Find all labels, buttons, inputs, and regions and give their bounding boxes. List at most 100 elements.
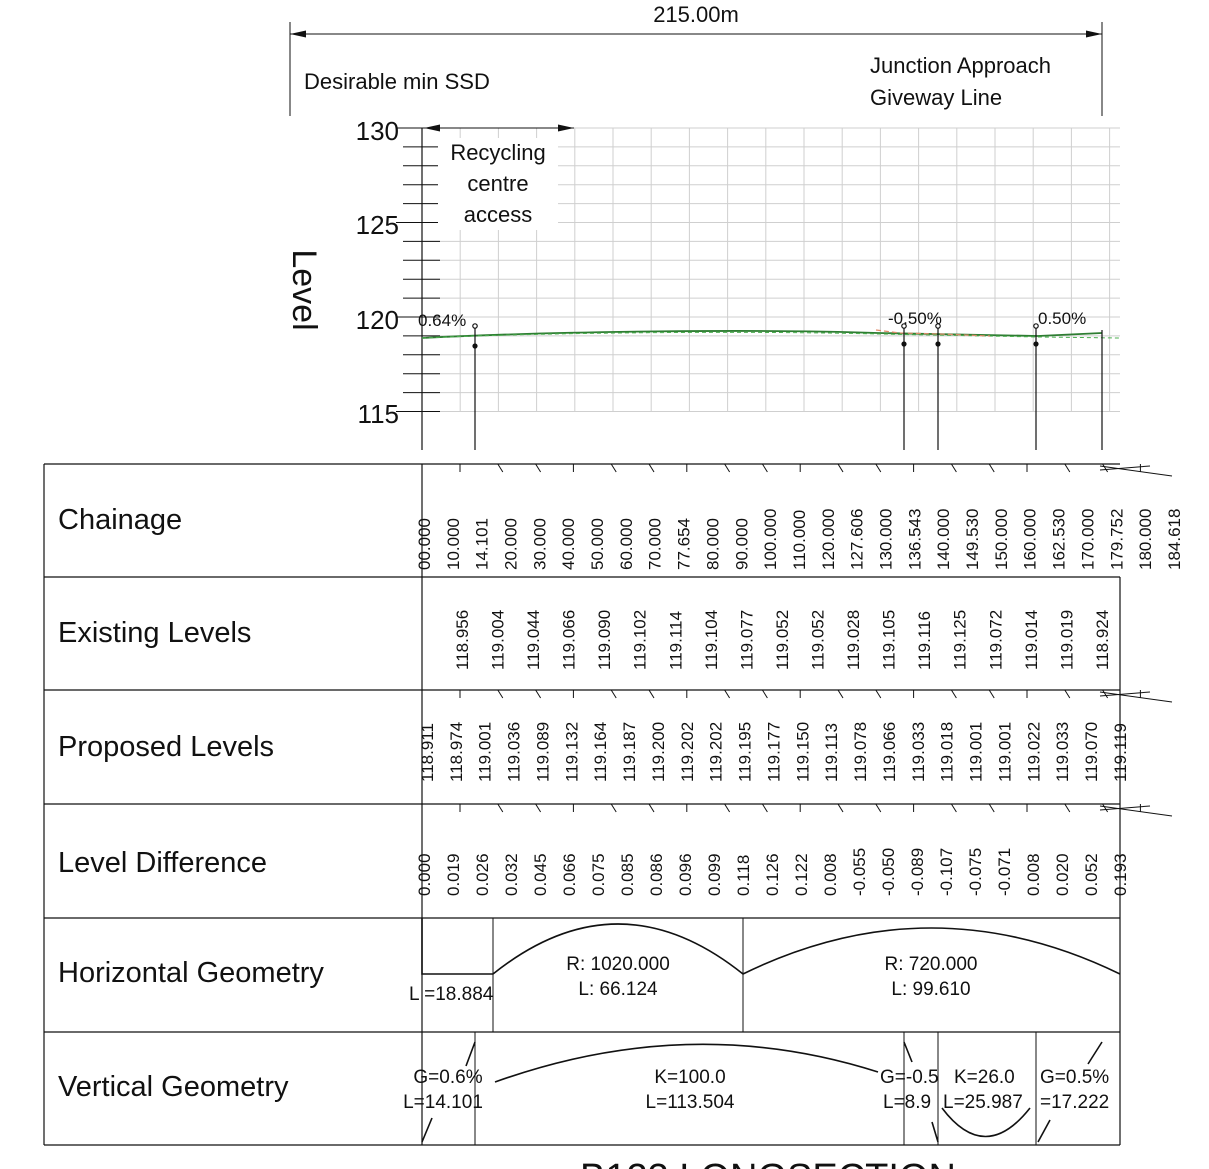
proposed-value-1: 118.974 (447, 722, 466, 782)
proposed-value-16: 119.066 (880, 722, 899, 782)
proposed-value-19: 119.001 (967, 722, 986, 782)
chainage-value-18: 140.000 (934, 509, 953, 570)
hg-straight-length: L =18.884 (409, 984, 494, 1005)
profile-lines (421, 329, 1121, 339)
chainage-value-6: 50.000 (588, 518, 607, 570)
proposed-value-21: 119.022 (1024, 722, 1043, 782)
proposed-value-14: 119.113 (822, 723, 841, 782)
tick-label-130: 130 (356, 116, 399, 146)
proposed-value-5: 119.132 (562, 722, 581, 782)
difference-value-0: 0.000 (415, 853, 434, 896)
existing-value-18: 118.924 (1093, 610, 1112, 670)
proposed-value-17: 119.033 (909, 722, 928, 782)
right-note-line2: Giveway Line (870, 85, 1002, 110)
existing-value-13: 119.116 (915, 611, 934, 670)
vg-grade-1: G=0.6% (413, 1067, 482, 1088)
hg-curve1-length: L: 66.124 (578, 979, 658, 1000)
difference-value-5: 0.066 (560, 853, 579, 896)
dimension-label: 215.00m (653, 2, 739, 27)
chainage-value-7: 60.000 (617, 518, 636, 570)
existing-value-3: 119.066 (560, 610, 579, 670)
difference-value-18: -0.107 (937, 848, 956, 896)
difference-value-23: 0.052 (1082, 853, 1101, 896)
proposed-value-10: 119.202 (707, 722, 726, 782)
difference-value-3: 0.032 (502, 853, 521, 896)
chainage-value-11: 90.000 (732, 518, 751, 570)
proposed-value-13: 119.150 (793, 722, 812, 782)
existing-value-8: 119.077 (737, 610, 756, 670)
chainage-value-24: 179.752 (1107, 509, 1126, 570)
row-label-difference: Level Difference (58, 847, 267, 879)
left-note: Desirable min SSD (304, 69, 490, 94)
chainage-value-15: 127.606 (848, 509, 867, 570)
access-label-line3: access (464, 202, 532, 227)
overall-dimension (289, 22, 1103, 116)
difference-value-7: 0.085 (618, 853, 637, 896)
difference-value-10: 0.099 (705, 853, 724, 896)
chainage-value-9: 77.654 (675, 518, 694, 570)
proposed-value-18: 119.018 (938, 722, 957, 782)
row-label-proposed: Proposed Levels (58, 731, 274, 763)
grade-label-2: -0.50% (888, 309, 942, 328)
hg-curve2-length: L: 99.610 (891, 979, 970, 1000)
ip-markers (472, 323, 1103, 450)
data-table-frame (43, 463, 1121, 1146)
difference-values: 0.000 0.019 0.026 0.032 0.045 0.066 0.075 0.085… (415, 848, 1130, 896)
band-tick-marks (459, 463, 1173, 817)
chainage-value-23: 170.000 (1078, 509, 1097, 570)
chainage-value-2: 14.101 (473, 518, 492, 570)
chainage-value-5: 40.000 (559, 518, 578, 570)
chainage-value-22: 162.530 (1050, 509, 1069, 570)
row-label-horizontal: Horizontal Geometry (58, 957, 324, 989)
difference-value-21: 0.008 (1024, 853, 1043, 896)
vg-length-1: L=14.101 (403, 1092, 483, 1113)
proposed-value-22: 119.033 (1053, 722, 1072, 782)
chainage-value-20: 150.000 (992, 509, 1011, 570)
existing-value-2: 119.044 (524, 610, 543, 670)
proposed-value-7: 119.187 (620, 722, 639, 782)
existing-value-5: 119.102 (631, 610, 650, 670)
difference-value-8: 0.086 (647, 853, 666, 896)
access-label-line1: Recycling (450, 140, 545, 165)
proposed-values: 118.911 118.974 119.001 119.036 119.089 119.1… (418, 722, 1130, 782)
proposed-value-0: 118.911 (418, 723, 437, 782)
vg-k-2: K=26.0 (954, 1067, 1015, 1088)
proposed-value-23: 119.070 (1082, 722, 1101, 782)
existing-value-10: 119.052 (809, 610, 828, 670)
row-label-vertical: Vertical Geometry (58, 1071, 289, 1103)
horizontal-geometry-diagram (421, 918, 1120, 1032)
vg-length-3: L=8.9 (883, 1092, 931, 1113)
proposed-value-12: 119.177 (764, 722, 783, 782)
proposed-value-11: 119.195 (736, 722, 755, 782)
level-axis-label: Level (285, 249, 323, 330)
chainage-value-12: 100.000 (761, 509, 780, 570)
existing-value-12: 119.105 (880, 610, 899, 670)
chainage-value-25: 180.000 (1136, 509, 1155, 570)
chainage-value-17: 136.543 (905, 509, 924, 570)
chainage-value-13: 110.000 (790, 510, 809, 570)
difference-value-6: 0.075 (589, 853, 608, 896)
existing-value-15: 119.072 (986, 610, 1005, 670)
grade-label-3: 0.50% (1038, 309, 1086, 328)
difference-value-17: -0.089 (908, 848, 927, 896)
difference-value-14: 0.008 (821, 853, 840, 896)
row-label-chainage: Chainage (58, 504, 182, 536)
difference-value-1: 0.019 (444, 853, 463, 896)
difference-value-22: 0.020 (1053, 853, 1072, 896)
chainage-value-10: 80.000 (703, 518, 722, 570)
access-dimension (424, 124, 574, 230)
difference-value-15: -0.055 (850, 848, 869, 896)
proposed-value-2: 119.001 (476, 722, 495, 782)
hg-curve2-radius: R: 720.000 (885, 954, 978, 975)
existing-value-0: 118.956 (453, 610, 472, 670)
chainage-value-4: 30.000 (530, 518, 549, 570)
difference-value-13: 0.122 (792, 853, 811, 896)
tick-label-120: 120 (356, 305, 399, 335)
tick-label-125: 125 (356, 210, 399, 240)
chainage-value-8: 70.000 (646, 518, 665, 570)
right-note-line1: Junction Approach (870, 53, 1051, 78)
difference-value-16: -0.050 (879, 848, 898, 896)
existing-value-14: 119.125 (951, 610, 970, 670)
grade-label-1: 0.64% (418, 311, 466, 330)
